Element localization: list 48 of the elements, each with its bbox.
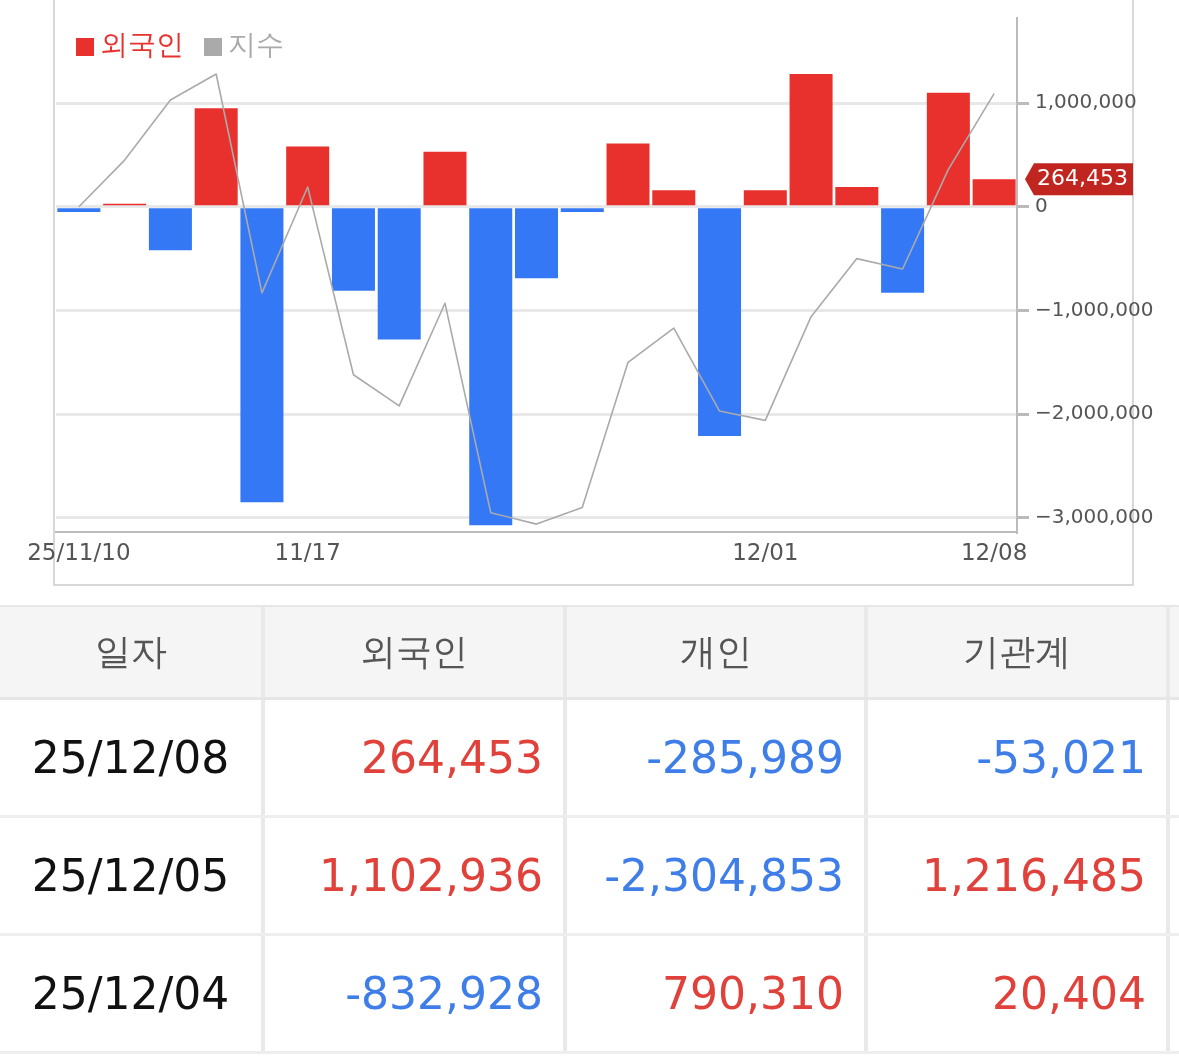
legend-label: 지수 xyxy=(228,28,284,62)
x-tick-label: 개인 xyxy=(567,607,868,697)
bar xyxy=(57,208,101,212)
bar xyxy=(560,208,604,212)
y-axis-title: 일자 xyxy=(0,607,265,697)
bar xyxy=(606,143,650,206)
y-tick-label: 25/12/08 xyxy=(0,700,265,815)
data-label: 1,102,936 xyxy=(265,818,567,933)
bar xyxy=(972,179,1016,206)
data-label: 790,310 xyxy=(567,936,868,1051)
bar xyxy=(423,151,467,206)
bar xyxy=(514,208,559,279)
y-tick-label: 0 xyxy=(1035,192,1048,217)
bar xyxy=(652,190,696,206)
bar xyxy=(926,92,970,206)
y-tick-label: 25/12/05 xyxy=(0,818,265,933)
y-tick-label: −2,000,000 xyxy=(1035,400,1154,425)
data-label: -832,928 xyxy=(265,936,567,1051)
x-tick-label: 기관계 xyxy=(868,607,1170,697)
data-label: 264,453 xyxy=(265,700,567,815)
bar xyxy=(331,208,375,291)
y-tick-label: −3,000,000 xyxy=(1035,504,1154,529)
bar xyxy=(743,190,787,206)
bar xyxy=(881,208,925,293)
data-label: -53,021 xyxy=(868,700,1170,815)
bar xyxy=(148,208,192,251)
data-label: 20,404 xyxy=(868,936,1170,1051)
bar xyxy=(377,208,421,340)
y-tick-label: 1,000,000 xyxy=(1035,89,1137,114)
data-label: 1,216,485 xyxy=(868,818,1170,933)
legend-label: 외국인 xyxy=(100,28,184,62)
x-tick-label: 11/17 xyxy=(274,539,341,566)
y-tick-label: −1,000,000 xyxy=(1035,296,1154,321)
bar xyxy=(240,208,284,503)
bar xyxy=(469,208,513,526)
bar xyxy=(286,146,330,206)
data-label: -2,304,853 xyxy=(567,818,868,933)
x-tick-label: 외국인 xyxy=(265,607,567,697)
data-label: -285,989 xyxy=(567,700,868,815)
bar xyxy=(835,187,879,206)
bar xyxy=(698,208,742,436)
x-tick-label: 12/08 xyxy=(960,539,1028,566)
y-tick-label: 25/12/04 xyxy=(0,936,265,1051)
bar xyxy=(194,108,238,206)
x-tick-label: 25/11/10 xyxy=(27,539,131,566)
bar xyxy=(789,74,833,206)
annotation: 264,453 xyxy=(1037,165,1128,191)
x-tick-label: 12/01 xyxy=(732,539,799,566)
